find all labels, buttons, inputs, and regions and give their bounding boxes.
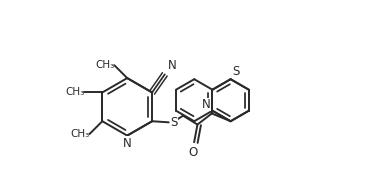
Text: CH₃: CH₃: [95, 60, 114, 70]
Text: CH₃: CH₃: [70, 129, 89, 139]
Text: N: N: [202, 98, 211, 111]
Text: O: O: [188, 146, 198, 159]
Text: S: S: [233, 65, 240, 78]
Text: S: S: [170, 116, 178, 129]
Text: CH₃: CH₃: [65, 87, 84, 97]
Text: N: N: [168, 59, 177, 72]
Text: N: N: [123, 137, 132, 150]
